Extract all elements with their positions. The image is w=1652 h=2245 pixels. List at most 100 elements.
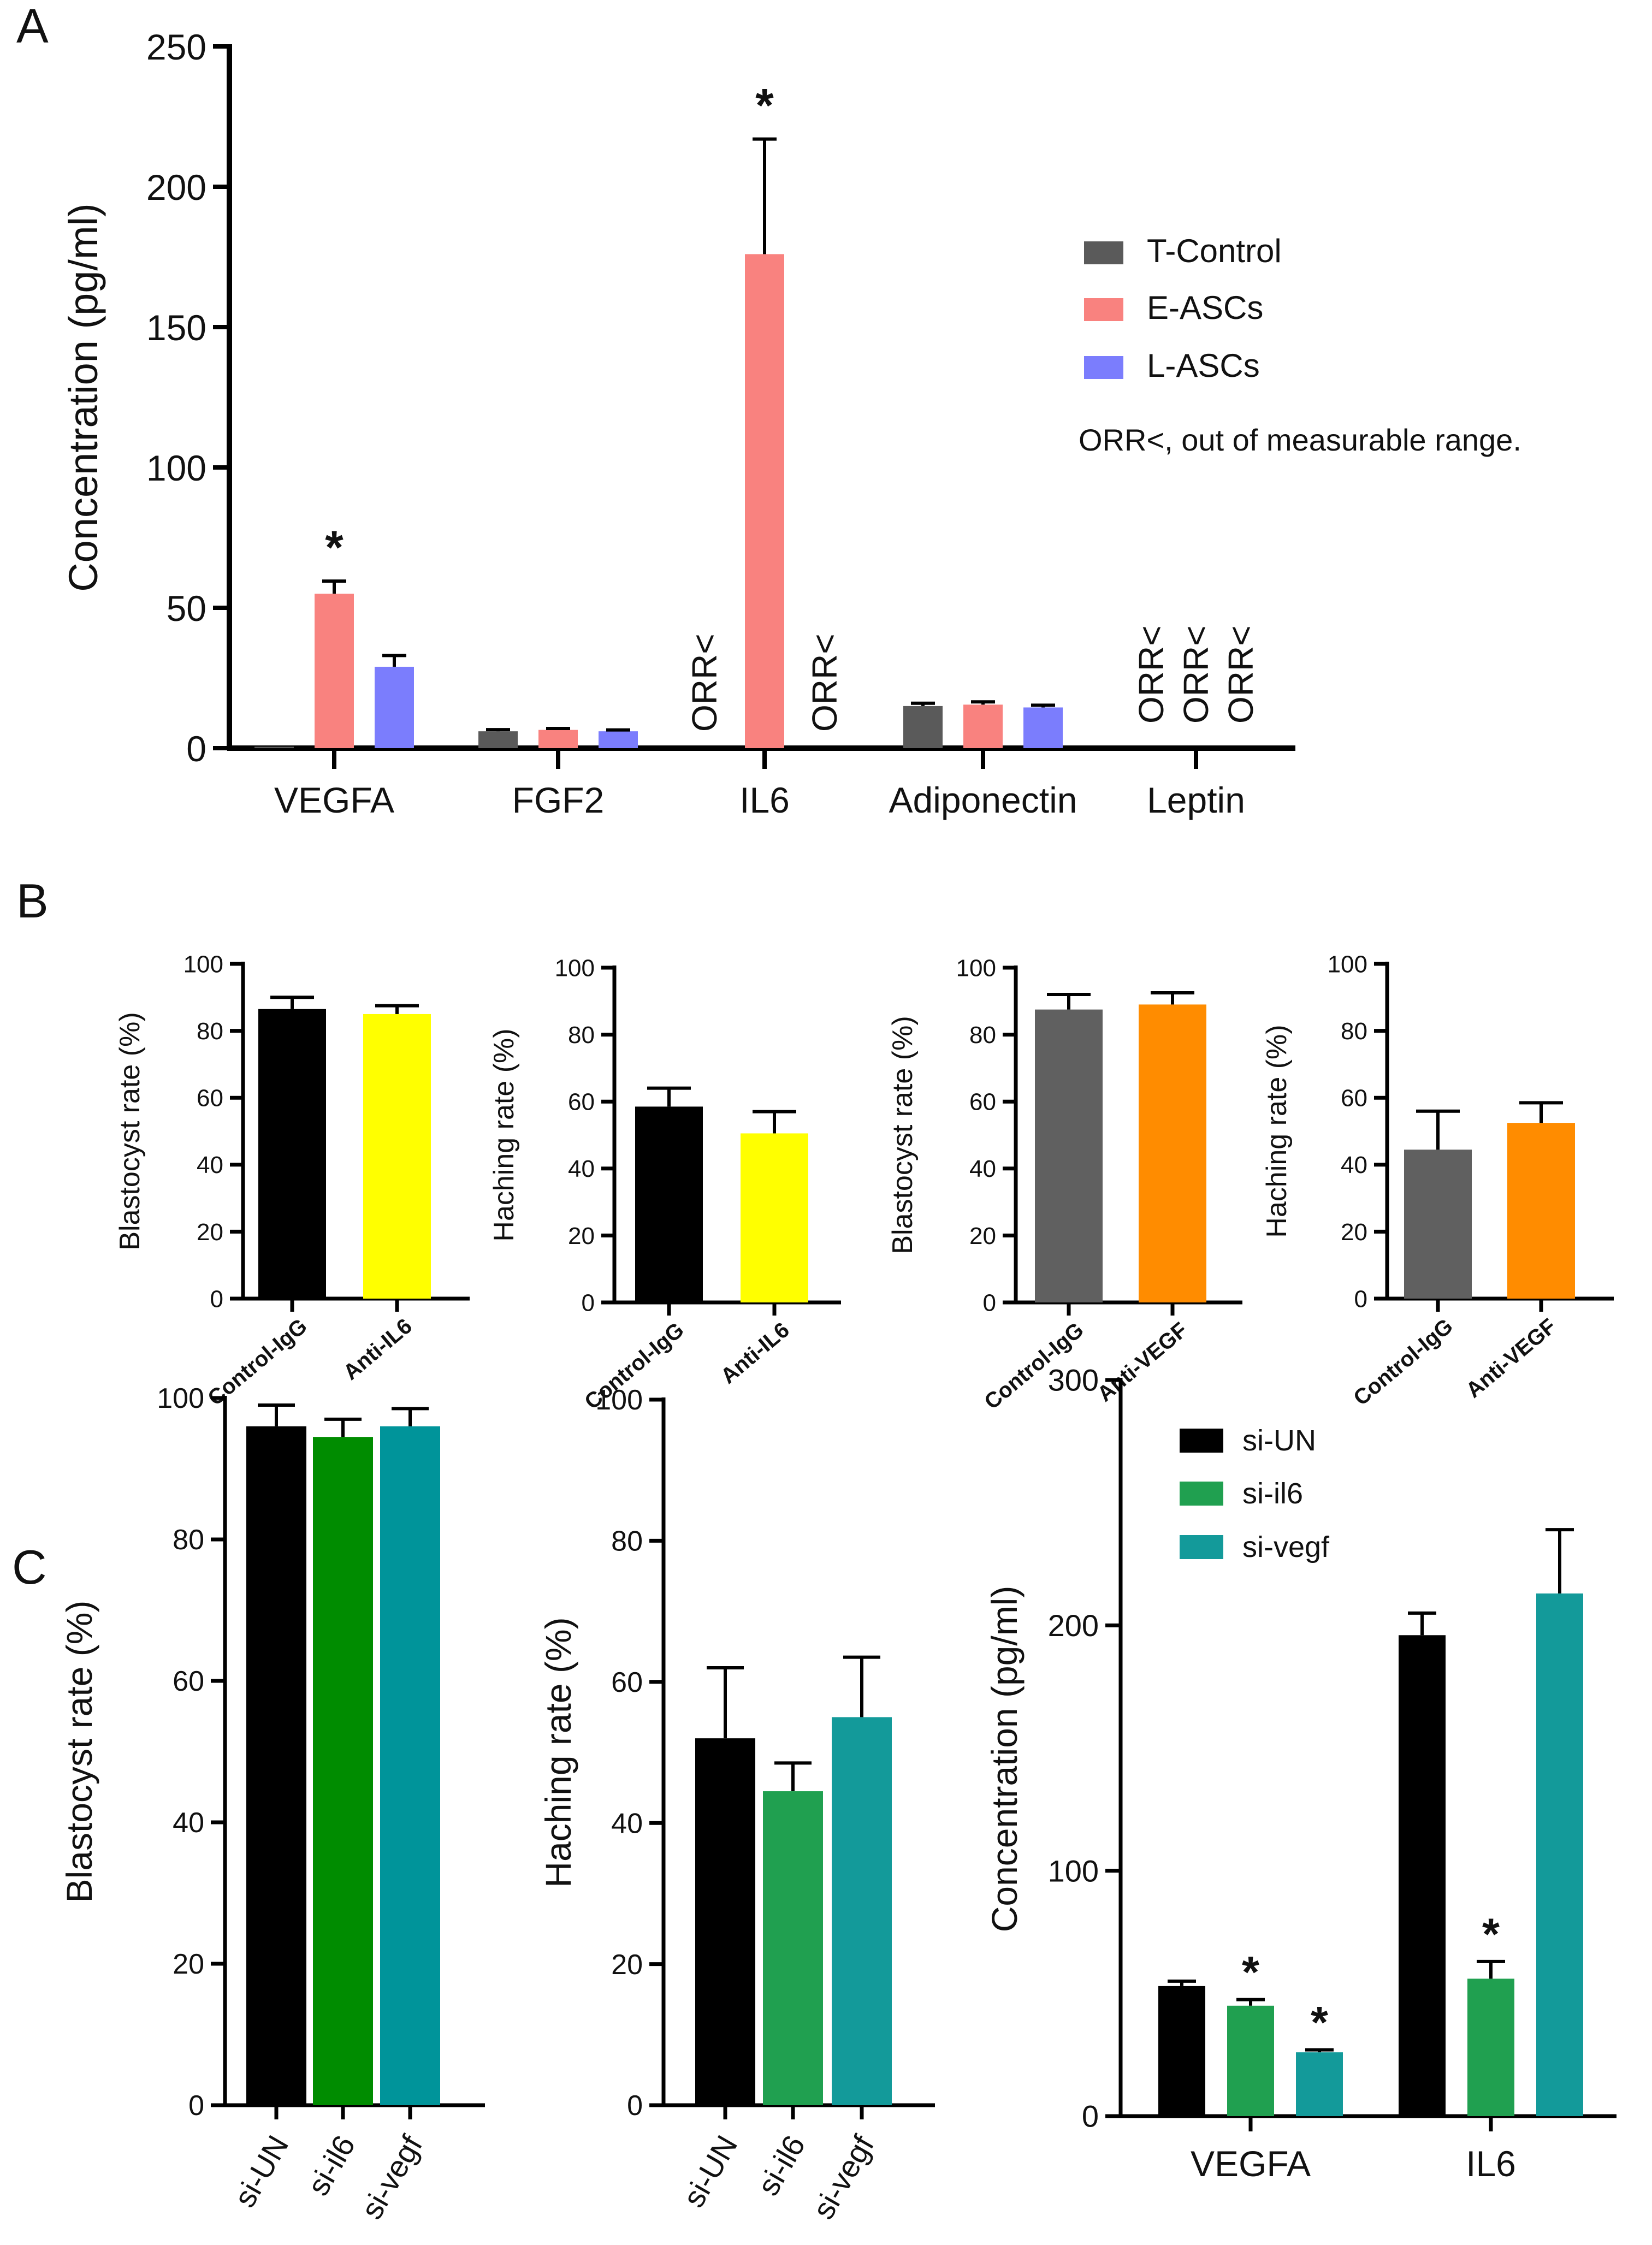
- bar: [478, 731, 518, 748]
- y-tick-label: 60: [173, 1666, 204, 1697]
- y-tick-label: 40: [173, 1807, 204, 1839]
- x-tick-label: si-vegf: [354, 2129, 429, 2225]
- y-tick-label: 100: [956, 955, 996, 981]
- out-of-range-label: ORR<: [1176, 625, 1216, 724]
- legend-swatch: [1084, 356, 1123, 379]
- bar: [741, 1133, 808, 1302]
- significance-star: *: [1482, 1910, 1500, 1959]
- x-tick-label: si-vegf: [806, 2129, 880, 2225]
- bar: [1139, 1004, 1206, 1302]
- bar: [1467, 1979, 1514, 2116]
- y-tick-label: 250: [146, 27, 206, 67]
- bar: [380, 1426, 440, 2105]
- bar: [599, 731, 638, 748]
- y-tick-label: 100: [146, 448, 206, 488]
- x-tick-label: IL6: [739, 780, 790, 820]
- bar: [258, 1009, 326, 1299]
- significance-star: *: [755, 80, 774, 132]
- x-tick-label: VEGFA: [274, 780, 394, 820]
- bar: [363, 1014, 431, 1299]
- panel-label-c: C: [12, 1540, 47, 1594]
- chart-a: 0 50 100 150 200 250 Concentration (pg/ml) VEGF…: [61, 27, 1521, 820]
- bar: [963, 704, 1003, 748]
- out-of-range-label: ORR<: [1221, 625, 1260, 724]
- y-tick-label: 0: [186, 728, 206, 769]
- bar: [1536, 1593, 1583, 2116]
- y-tick-label: 0: [210, 1286, 223, 1312]
- y-tick-label: 100: [555, 955, 595, 981]
- y-tick-label: 20: [173, 1948, 204, 1980]
- y-tick-label: 100: [1328, 951, 1367, 978]
- out-of-range-label: ORR<: [805, 633, 844, 732]
- chart-b4: 0 20 40 60 80 100 Haching rate (%) Control-IgG A…: [1261, 951, 1614, 1411]
- bar: [832, 1717, 892, 2105]
- x-tick-label: Anti-IL6: [339, 1314, 416, 1384]
- legend-swatch: [1180, 1535, 1223, 1559]
- legend-swatch: [1180, 1429, 1223, 1453]
- y-axis-title: Haching rate (%): [488, 1028, 520, 1241]
- x-tick-label: si-UN: [676, 2130, 744, 2213]
- x-tick-label: si-il6: [300, 2130, 362, 2201]
- legend-label: si-il6: [1242, 1477, 1303, 1510]
- out-of-range-label: ORR<: [1132, 625, 1171, 724]
- bar: [315, 594, 354, 748]
- y-axis-title: Concentration (pg/ml): [984, 1586, 1025, 1933]
- y-tick-label: 20: [1341, 1219, 1367, 1246]
- x-tick-label: si-il6: [750, 2130, 812, 2201]
- bar: [1399, 1635, 1446, 2116]
- y-tick-label: 300: [1048, 1363, 1099, 1397]
- legend-label: T-Control: [1147, 233, 1282, 269]
- x-tick-label: Leptin: [1147, 780, 1245, 820]
- y-tick-label: 60: [969, 1089, 996, 1116]
- panel-label-b: B: [16, 874, 49, 928]
- x-tick-label: Adiponectin: [889, 780, 1077, 820]
- significance-star: *: [1242, 1948, 1259, 1998]
- y-axis-title: Concentration (pg/ml): [61, 203, 106, 592]
- y-tick-label: 20: [568, 1223, 595, 1249]
- y-tick-label: 200: [146, 167, 206, 208]
- y-tick-label: 100: [595, 1384, 643, 1416]
- y-tick-label: 60: [197, 1085, 223, 1112]
- x-tick-label: VEGFA: [1191, 2143, 1311, 2184]
- y-axis-title: Blastocyst rate (%): [887, 1016, 919, 1254]
- legend-swatch: [1084, 241, 1123, 264]
- x-tick-label: Control-IgG: [1349, 1314, 1457, 1411]
- x-tick-label: Anti-IL6: [716, 1318, 794, 1388]
- y-tick-label: 0: [188, 2090, 204, 2122]
- y-tick-label: 0: [582, 1289, 595, 1316]
- out-of-range-label: ORR<: [685, 633, 724, 732]
- y-tick-label: 20: [969, 1223, 996, 1249]
- x-tick-label: si-UN: [227, 2130, 295, 2213]
- legend-swatch: [1084, 298, 1123, 321]
- bar: [763, 1791, 823, 2105]
- y-tick-label: 150: [146, 307, 206, 348]
- legend-swatch: [1180, 1482, 1223, 1506]
- x-tick-label: IL6: [1466, 2143, 1516, 2184]
- y-tick-label: 60: [611, 1667, 643, 1698]
- y-tick-label: 0: [1082, 2099, 1099, 2134]
- significance-star: *: [325, 522, 344, 574]
- y-tick-label: 0: [1354, 1286, 1367, 1312]
- chart-b1: 0 20 40 60 80 100 Blastocyst rate (%) Control-I…: [114, 951, 470, 1411]
- y-tick-label: 100: [157, 1383, 204, 1414]
- bar: [246, 1426, 306, 2105]
- bar: [1227, 2005, 1274, 2116]
- bar: [1296, 2052, 1343, 2116]
- y-axis-title: Blastocyst rate (%): [59, 1601, 99, 1903]
- bar: [313, 1437, 373, 2105]
- y-tick-label: 40: [1341, 1152, 1367, 1178]
- legend-label: E-ASCs: [1147, 289, 1263, 326]
- bar: [1507, 1123, 1575, 1299]
- significance-star: *: [1311, 1998, 1328, 2048]
- y-tick-label: 40: [969, 1156, 996, 1182]
- legend-label: L-ASCs: [1147, 347, 1260, 384]
- x-tick-label: Anti-VEGF: [1461, 1314, 1560, 1402]
- x-tick-label: FGF2: [512, 780, 605, 820]
- x-tick-label: Anti-VEGF: [1093, 1318, 1192, 1406]
- bar: [635, 1106, 703, 1302]
- y-tick-label: 40: [611, 1808, 643, 1839]
- y-tick-label: 80: [969, 1022, 996, 1049]
- bar: [903, 706, 943, 748]
